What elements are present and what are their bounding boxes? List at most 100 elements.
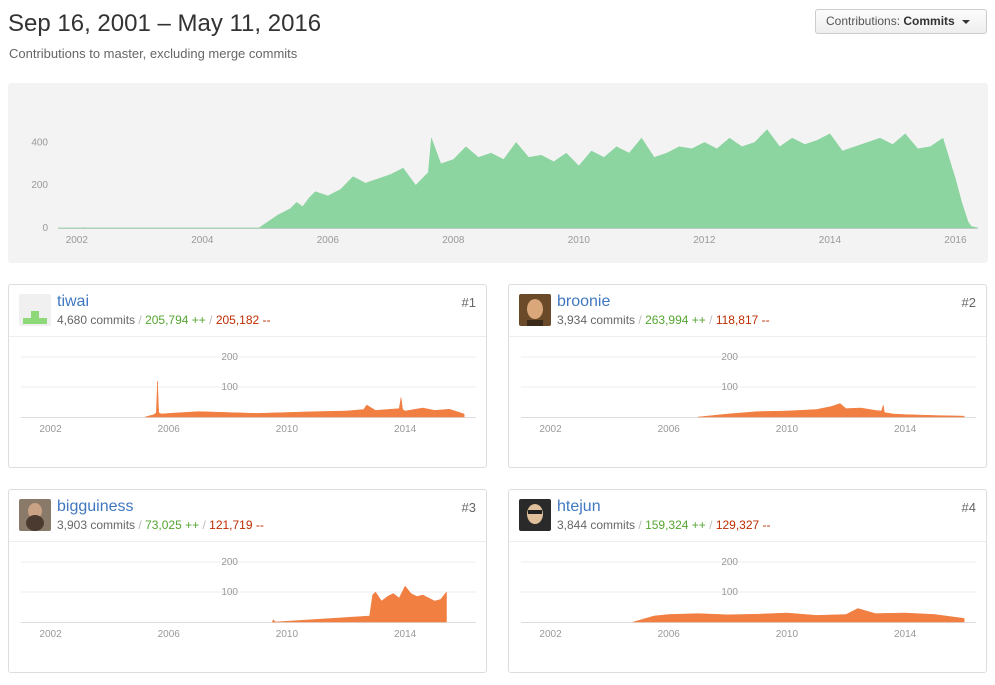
stats-separator: / <box>202 518 206 532</box>
deletions-count: 129,327 -- <box>715 518 771 532</box>
contributor-chart: 100 200 2002 2006 2010 2014 <box>21 352 476 435</box>
series-area <box>633 608 965 623</box>
x-tick-label: 2014 <box>819 235 842 246</box>
contributor-username[interactable]: htejun <box>557 498 601 515</box>
contributor-stats: 4,680 commits / 205,794 ++ / 205,182 -- <box>57 313 271 327</box>
page-subtitle: Contributions to master, excluding merge… <box>9 46 298 61</box>
total-contributions-chart: 0 200 400 2002 2004 2006 2008 2010 2012 2014 2016 <box>8 83 988 263</box>
contributor-rank: #1 <box>461 295 476 310</box>
x-tick-label: 2014 <box>894 629 917 640</box>
card-header: htejun 3,844 commits / 159,324 ++ / 129,… <box>509 490 986 542</box>
series-area <box>58 129 979 229</box>
contributor-username[interactable]: bigguiness <box>57 498 134 515</box>
contributions-type-select[interactable]: Contributions: Commits <box>815 9 987 34</box>
avatar[interactable] <box>519 499 551 531</box>
commit-count: 4,680 commits <box>57 313 136 327</box>
x-tick-label: 2014 <box>894 424 917 435</box>
x-tick-label: 2006 <box>317 235 340 246</box>
y-tick-label: 200 <box>721 352 738 363</box>
contributor-username[interactable]: tiwai <box>57 293 90 310</box>
y-tick-label: 200 <box>31 180 48 191</box>
contributor-chart: 100 200 2002 2006 2010 2014 <box>21 557 476 640</box>
y-tick-label: 100 <box>221 382 238 393</box>
avatar-photo <box>519 294 551 326</box>
y-tick-label: 200 <box>221 557 238 568</box>
y-tick-label: 100 <box>721 382 738 393</box>
additions-count: 205,794 ++ <box>145 313 206 327</box>
page-title: Sep 16, 2001 – May 11, 2016 <box>8 10 322 37</box>
contributor-rank: #2 <box>961 295 976 310</box>
stats-separator: / <box>709 313 713 327</box>
series-area <box>698 403 965 418</box>
x-tick-label: 2002 <box>66 235 89 246</box>
commit-count: 3,934 commits <box>557 313 636 327</box>
card-header: broonie 3,934 commits / 263,994 ++ / 118… <box>509 285 986 337</box>
x-tick-label: 2002 <box>39 424 62 435</box>
commit-count: 3,844 commits <box>557 518 636 532</box>
contributor-stats: 3,903 commits / 73,025 ++ / 121,719 -- <box>57 518 264 532</box>
additions-count: 159,324 ++ <box>645 518 706 532</box>
y-tick-label: 200 <box>721 557 738 568</box>
contributor-chart: 100 200 2002 2006 2010 2014 <box>521 557 976 640</box>
avatar-photo <box>19 499 51 531</box>
stats-separator: / <box>709 518 713 532</box>
x-tick-label: 2012 <box>693 235 716 246</box>
contributor-rank: #4 <box>961 500 976 515</box>
caret-down-icon <box>962 19 971 24</box>
x-tick-label: 2006 <box>158 629 181 640</box>
additions-count: 73,025 ++ <box>145 518 200 532</box>
x-tick-label: 2006 <box>658 424 681 435</box>
x-tick-label: 2006 <box>158 424 181 435</box>
x-tick-label: 2002 <box>539 629 562 640</box>
select-prefix: Contributions: <box>826 14 901 28</box>
stats-separator: / <box>138 518 142 532</box>
avatar[interactable] <box>19 499 51 531</box>
x-tick-label: 2002 <box>539 424 562 435</box>
series-area <box>271 585 447 623</box>
y-tick-label: 0 <box>42 223 48 234</box>
x-tick-label: 2006 <box>658 629 681 640</box>
avatar-identicon <box>19 294 51 326</box>
contributor-stats: 3,844 commits / 159,324 ++ / 129,327 -- <box>557 518 771 532</box>
avatar-photo <box>519 499 551 531</box>
contributor-stats: 3,934 commits / 263,994 ++ / 118,817 -- <box>557 313 770 327</box>
y-tick-label: 400 <box>31 137 48 148</box>
stats-separator: / <box>138 313 142 327</box>
contributor-card-1: tiwai 4,680 commits / 205,794 ++ / 205,1… <box>8 284 487 468</box>
deletions-count: 118,817 -- <box>715 313 770 327</box>
contributor-card-2: broonie 3,934 commits / 263,994 ++ / 118… <box>508 284 987 468</box>
avatar[interactable] <box>519 294 551 326</box>
stats-separator: / <box>638 313 642 327</box>
series-area <box>145 380 465 418</box>
contributor-card-4: htejun 3,844 commits / 159,324 ++ / 129,… <box>508 489 987 673</box>
card-header: tiwai 4,680 commits / 205,794 ++ / 205,1… <box>9 285 486 337</box>
select-value: Commits <box>903 14 955 28</box>
deletions-count: 121,719 -- <box>209 518 264 532</box>
contributor-card-3: bigguiness 3,903 commits / 73,025 ++ / 1… <box>8 489 487 673</box>
x-tick-label: 2010 <box>276 629 299 640</box>
x-tick-label: 2010 <box>776 629 799 640</box>
x-tick-label: 2004 <box>191 235 214 246</box>
y-tick-label: 200 <box>221 352 238 363</box>
deletions-count: 205,182 -- <box>215 313 271 327</box>
x-tick-label: 2010 <box>276 424 299 435</box>
y-tick-label: 100 <box>721 587 738 598</box>
stats-separator: / <box>209 313 213 327</box>
commit-count: 3,903 commits <box>57 518 136 532</box>
x-tick-label: 2014 <box>394 424 417 435</box>
x-tick-label: 2008 <box>442 235 465 246</box>
x-tick-label: 2002 <box>39 629 62 640</box>
stats-separator: / <box>638 518 642 532</box>
total-contributions-svg: 0 200 400 2002 2004 2006 2008 2010 2012 2014 2016 <box>31 129 979 246</box>
x-tick-label: 2016 <box>944 235 967 246</box>
contributor-username[interactable]: broonie <box>557 293 611 310</box>
contributor-rank: #3 <box>461 500 476 515</box>
additions-count: 263,994 ++ <box>645 313 706 327</box>
x-tick-label: 2014 <box>394 629 417 640</box>
y-tick-label: 100 <box>221 587 238 598</box>
contributor-chart: 100 200 2002 2006 2010 2014 <box>521 352 976 435</box>
card-header: bigguiness 3,903 commits / 73,025 ++ / 1… <box>9 490 486 542</box>
x-tick-label: 2010 <box>776 424 799 435</box>
avatar[interactable] <box>19 294 51 326</box>
x-tick-label: 2010 <box>568 235 591 246</box>
